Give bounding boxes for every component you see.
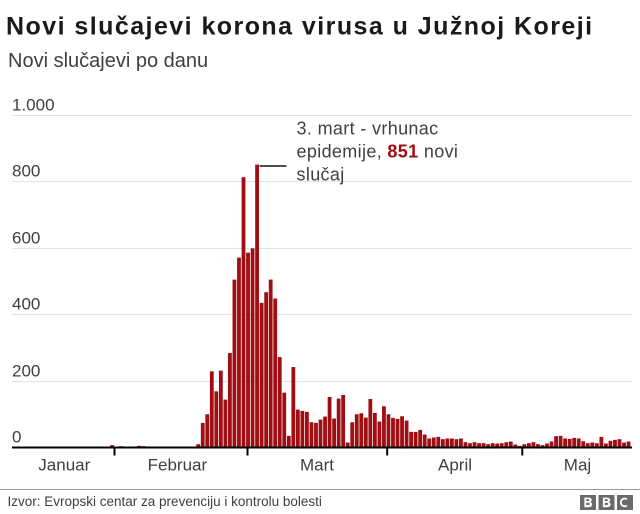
- svg-text:Februar: Februar: [148, 456, 208, 475]
- svg-text:Januar: Januar: [38, 456, 90, 475]
- svg-text:Novi slučajevi po danu: Novi slučajevi po danu: [8, 50, 208, 72]
- svg-text:1.000: 1.000: [12, 96, 55, 115]
- svg-text:Izvor: Evropski centar za prev: Izvor: Evropski centar za prevenciju i k…: [8, 494, 322, 509]
- svg-text:0: 0: [12, 428, 21, 447]
- svg-text:slučaj: slučaj: [297, 165, 345, 185]
- svg-text:Maj: Maj: [564, 456, 591, 475]
- svg-text:400: 400: [12, 295, 40, 314]
- svg-text:600: 600: [12, 229, 40, 248]
- svg-text:Mart: Mart: [300, 456, 334, 475]
- svg-text:April: April: [438, 456, 472, 475]
- svg-text:800: 800: [12, 162, 40, 181]
- svg-text:epidemije, 851 novi: epidemije, 851 novi: [297, 142, 459, 162]
- svg-text:Novi slučajevi korona virusa u: Novi slučajevi korona virusa u Južnoj Ko…: [6, 13, 594, 41]
- svg-text:200: 200: [12, 362, 40, 381]
- svg-text:3. mart - vrhunac: 3. mart - vrhunac: [297, 119, 439, 139]
